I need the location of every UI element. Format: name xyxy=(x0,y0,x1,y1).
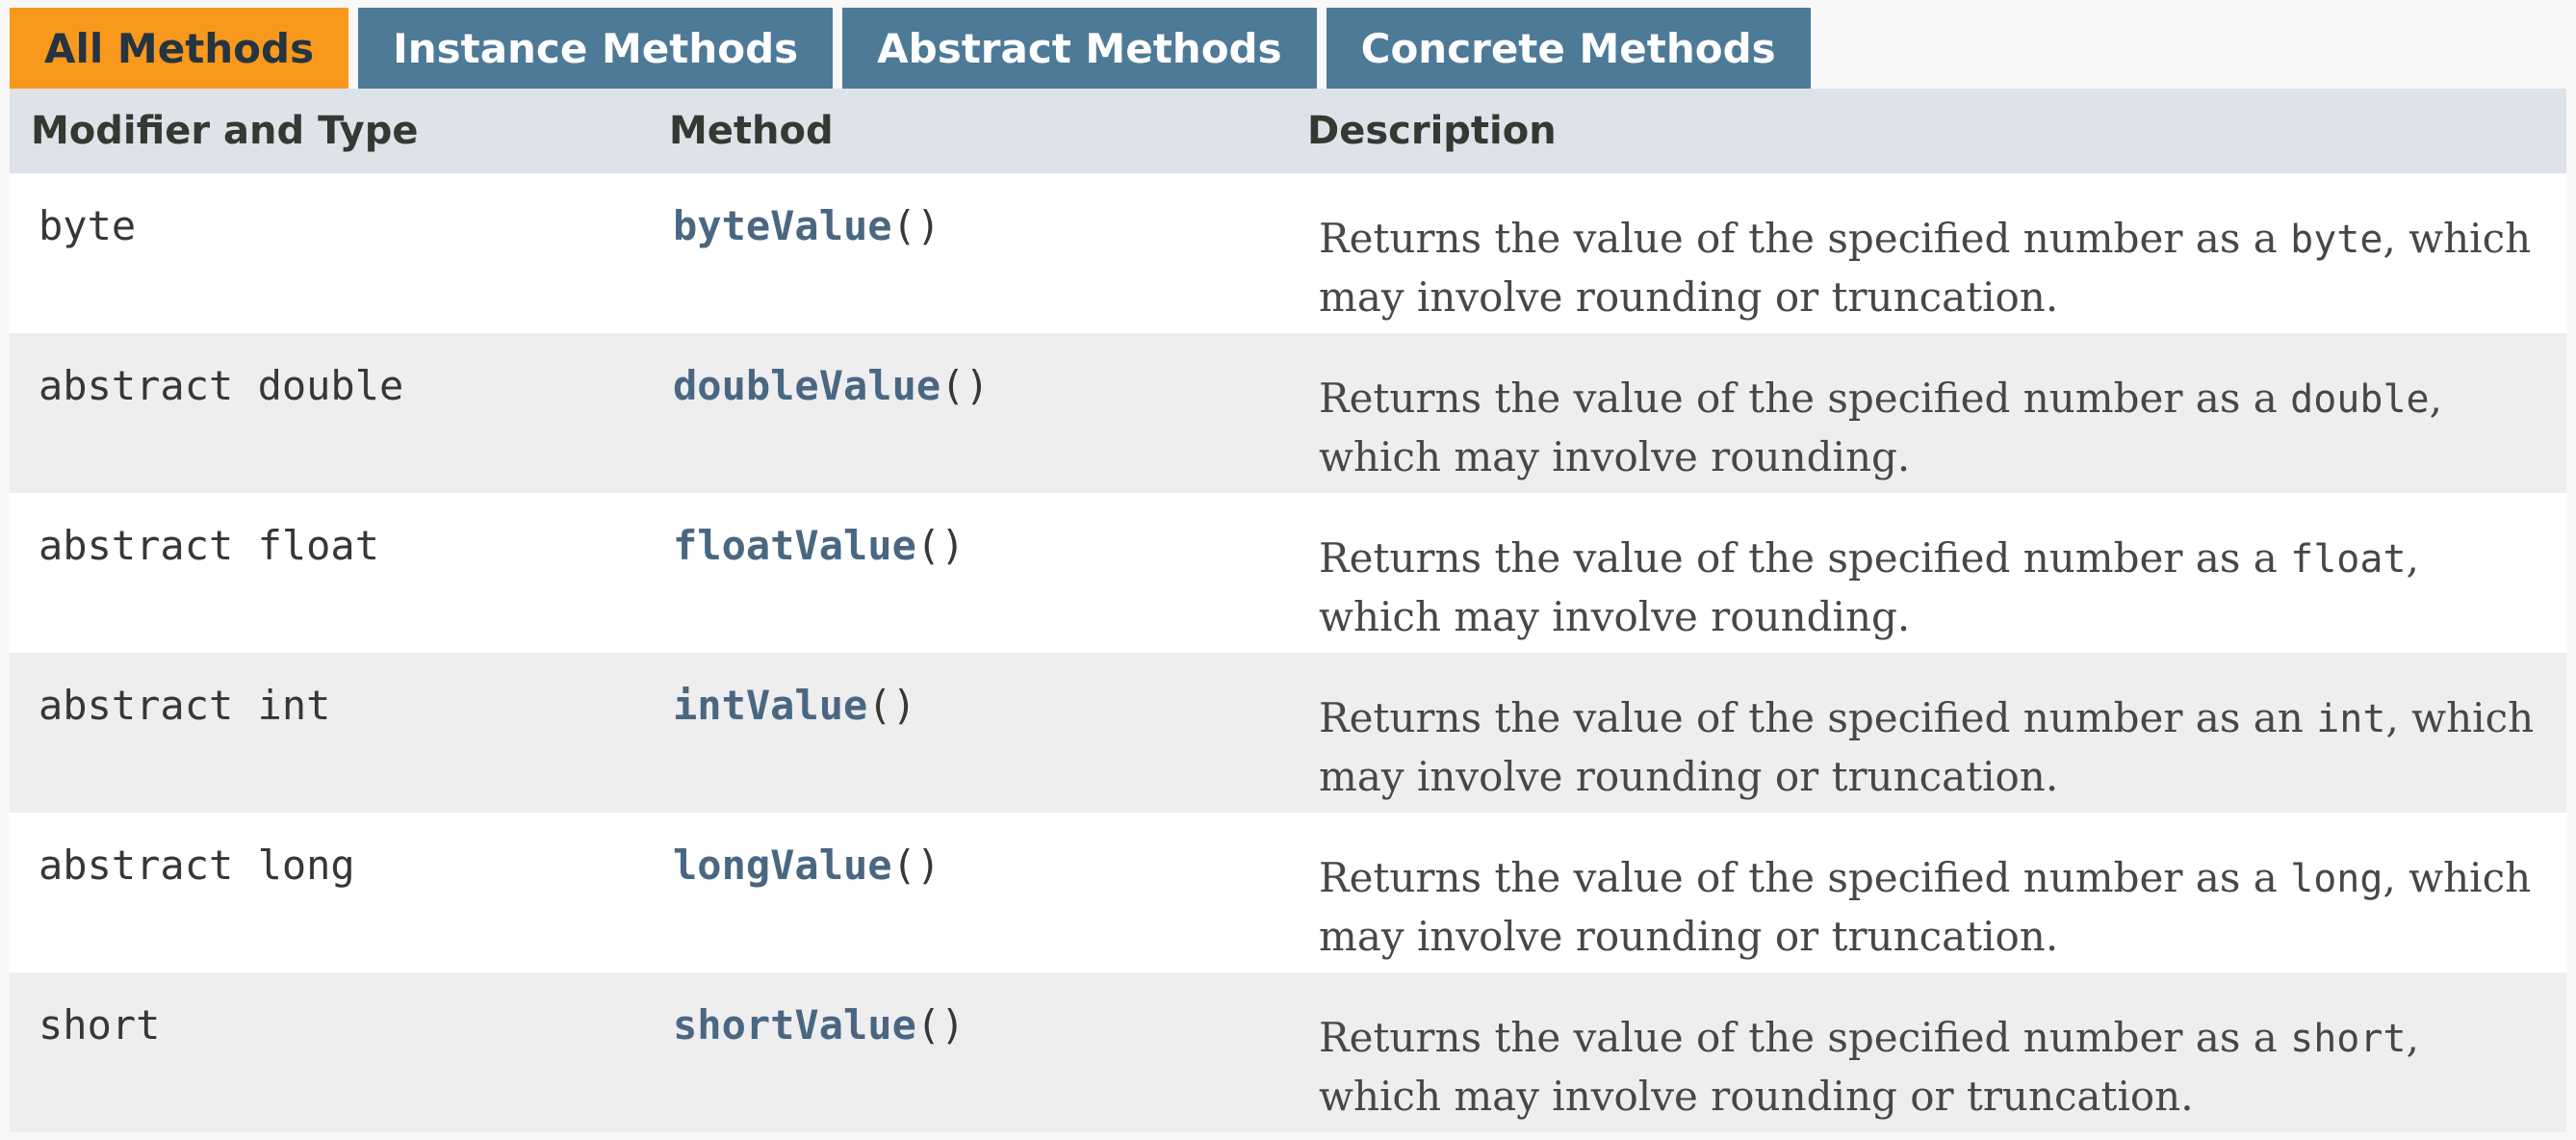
method-cell: intValue() xyxy=(648,653,1286,813)
tab-all-methods[interactable]: All Methods xyxy=(10,8,349,89)
modifier-type: short xyxy=(39,1001,161,1049)
method-cell: floatValue() xyxy=(648,493,1286,653)
method-cell: longValue() xyxy=(648,813,1286,972)
method-summary-table: Modifier and Type Method Description byt… xyxy=(10,89,2566,1132)
method-cell: byteValue() xyxy=(648,173,1286,333)
tab-abstract-methods[interactable]: Abstract Methods xyxy=(842,8,1317,89)
method-link[interactable]: shortValue xyxy=(673,1001,916,1049)
modifier-type: abstract int xyxy=(39,682,331,729)
column-header-description: Description xyxy=(1307,109,1557,153)
method-description: Returns the value of the specified numbe… xyxy=(1319,694,2535,800)
type-code: float xyxy=(2290,537,2407,582)
method-description: Returns the value of the specified numbe… xyxy=(1319,534,2419,640)
method-link[interactable]: longValue xyxy=(673,842,892,889)
method-params: () xyxy=(891,202,941,249)
modifier-type: abstract float xyxy=(39,522,380,569)
tab-instance-methods[interactable]: Instance Methods xyxy=(358,8,834,89)
method-description: Returns the value of the specified numbe… xyxy=(1319,215,2532,321)
modifier-type: abstract long xyxy=(39,842,355,889)
type-code: long xyxy=(2290,857,2383,901)
table-header: Modifier and Type Method Description xyxy=(10,89,2566,173)
table-row: byte byteValue() Returns the value of th… xyxy=(10,173,2566,333)
table-row: abstract float floatValue() Returns the … xyxy=(10,493,2566,653)
method-cell: doubleValue() xyxy=(648,333,1286,493)
modifier-type: byte xyxy=(39,202,137,249)
type-code: short xyxy=(2290,1017,2407,1061)
modifier-type: abstract double xyxy=(39,362,404,409)
table-row: abstract int intValue() Returns the valu… xyxy=(10,653,2566,813)
method-params: () xyxy=(915,522,966,569)
type-code: double xyxy=(2290,377,2430,422)
method-link[interactable]: floatValue xyxy=(673,522,916,569)
method-description: Returns the value of the specified numbe… xyxy=(1319,854,2532,960)
method-description: Returns the value of the specified numbe… xyxy=(1319,375,2442,480)
column-header-method: Method xyxy=(669,109,834,153)
method-link[interactable]: doubleValue xyxy=(673,362,941,409)
table-row: short shortValue() Returns the value of … xyxy=(10,972,2566,1132)
type-code: byte xyxy=(2290,218,2383,262)
method-link[interactable]: intValue xyxy=(673,682,868,729)
method-description: Returns the value of the specified numbe… xyxy=(1319,1014,2419,1120)
type-code: int xyxy=(2316,697,2386,741)
method-params: () xyxy=(867,682,916,729)
method-params: () xyxy=(915,1001,966,1049)
column-header-modifier: Modifier and Type xyxy=(31,109,419,153)
method-cell: shortValue() xyxy=(648,972,1286,1132)
method-params: () xyxy=(940,362,990,409)
tab-concrete-methods[interactable]: Concrete Methods xyxy=(1326,8,1811,89)
method-tabs: All Methods Instance Methods Abstract Me… xyxy=(10,8,1811,89)
method-link[interactable]: byteValue xyxy=(673,202,892,249)
table-row: abstract double doubleValue() Returns th… xyxy=(10,333,2566,493)
table-row: abstract long longValue() Returns the va… xyxy=(10,813,2566,972)
method-params: () xyxy=(891,842,941,889)
